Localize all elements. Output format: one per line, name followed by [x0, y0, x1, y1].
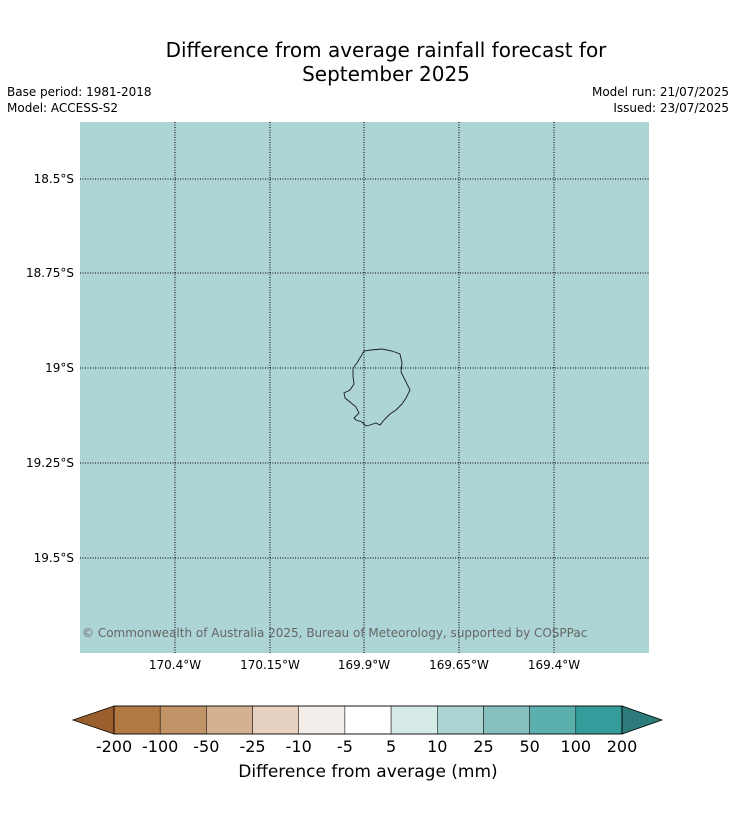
colorbar-segment: [483, 705, 530, 735]
colorbar-tick-label: 100: [560, 737, 592, 756]
colorbar-segment: [252, 705, 299, 735]
title-line-2: September 2025: [302, 62, 470, 86]
colorbar-tick-label: -200: [95, 737, 133, 756]
map-svg: [80, 122, 649, 653]
chart-title: Difference from average rainfall forecas…: [0, 38, 736, 86]
colorbar-segment: [159, 705, 207, 735]
colorbar-tick-label: 50: [519, 737, 540, 756]
colorbar-segment: [344, 705, 392, 735]
title-line-1: Difference from average rainfall forecas…: [165, 38, 607, 62]
colorbar-tick-label: 200: [606, 737, 638, 756]
model-name: Model: ACCESS-S2: [7, 101, 119, 115]
colorbar-tick-label: -25: [239, 737, 266, 756]
graticule: [80, 122, 649, 653]
lat-label-1: 18.5°S: [33, 172, 74, 186]
island-coastline: [343, 348, 411, 427]
colorbar-segment: [575, 705, 623, 735]
lat-label-3: 19°S: [45, 361, 74, 375]
issued-date: Issued: 23/07/2025: [613, 101, 729, 115]
colorbar-segments: [113, 705, 623, 735]
meta-right: Model run: 21/07/2025 Issued: 23/07/2025: [592, 84, 729, 116]
meta-left: Base period: 1981-2018 Model: ACCESS-S2: [7, 84, 152, 116]
model-run: Model run: 21/07/2025: [591, 85, 729, 99]
colorbar-tick-label: 25: [473, 737, 494, 756]
base-period: Base period: 1981-2018: [7, 85, 152, 99]
colorbar-segment: [437, 705, 484, 735]
lon-label-1: 170.4°W: [148, 658, 202, 672]
colorbar-segment: [390, 705, 438, 735]
colorbar-segment: [298, 705, 346, 735]
colorbar-tick-label: 10: [427, 737, 448, 756]
lon-label-2: 170.15°W: [240, 658, 300, 672]
lat-label-2: 18.75°S: [26, 266, 74, 280]
colorbar: [71, 705, 664, 735]
colorbar-segment: [529, 705, 577, 735]
lon-label-4: 169.65°W: [429, 658, 489, 672]
colorbar-extend-high: [621, 705, 664, 735]
colorbar-segment: [113, 705, 161, 735]
colorbar-outline: [113, 705, 623, 735]
colorbar-segment: [206, 705, 253, 735]
colorbar-tick-label: -5: [336, 737, 353, 756]
lon-label-3: 169.9°W: [337, 658, 391, 672]
copyright-credit: © Commonwealth of Australia 2025, Bureau…: [82, 626, 588, 640]
colorbar-tick-label: -100: [142, 737, 179, 756]
colorbar-tick-label: -50: [193, 737, 220, 756]
lat-label-4: 19.25°S: [26, 456, 74, 470]
colorbar-tick-label: 5: [385, 737, 397, 756]
colorbar-tick-label: -10: [285, 737, 312, 756]
lat-label-5: 19.5°S: [33, 551, 74, 565]
lon-label-5: 169.4°W: [527, 658, 581, 672]
map-panel: [80, 122, 649, 653]
colorbar-title: Difference from average (mm): [238, 762, 498, 782]
colorbar-extend-low: [71, 705, 115, 735]
